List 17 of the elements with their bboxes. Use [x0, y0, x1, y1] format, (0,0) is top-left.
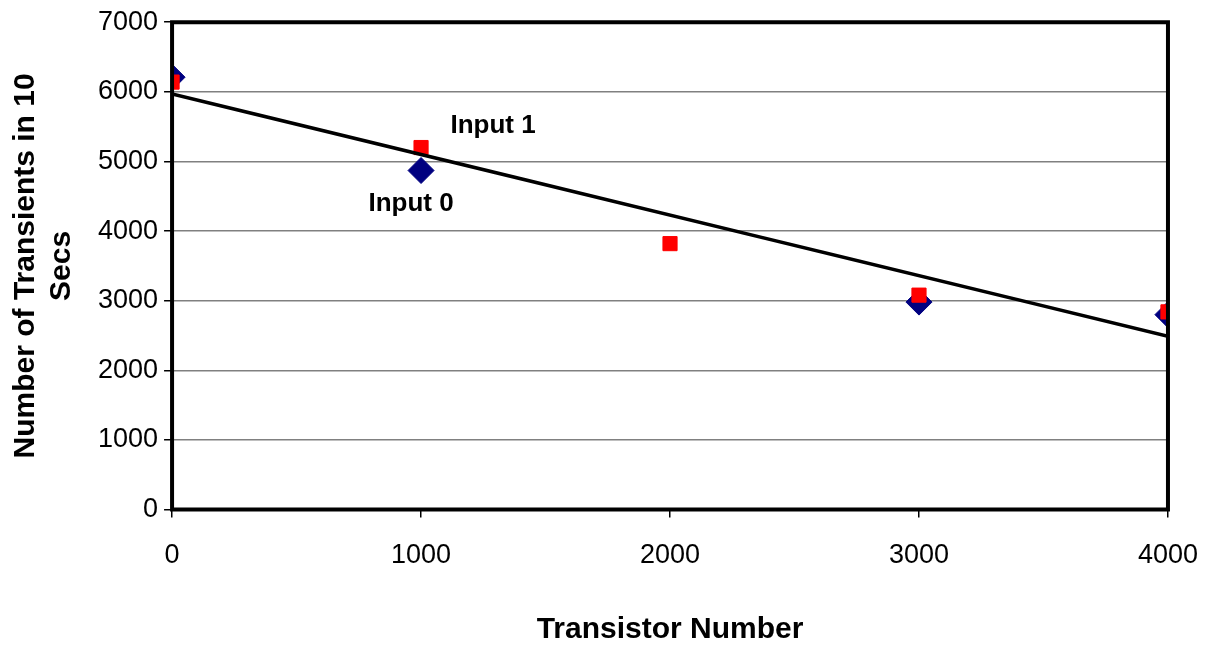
y-tick-label: 6000 [97, 75, 159, 106]
x-tick-label: 0 [164, 539, 180, 570]
x-axis-title: Transistor Number [536, 611, 804, 645]
y-tick-label: 3000 [97, 284, 159, 315]
y-tick-label: 7000 [97, 5, 159, 36]
y-tick-label: 4000 [97, 214, 159, 245]
y-tick-label: 5000 [97, 144, 159, 175]
y-tick-label: 1000 [97, 423, 159, 454]
x-tick-label: 3000 [888, 539, 950, 570]
x-tick-label: 2000 [639, 539, 701, 570]
x-tick-label: 4000 [1137, 539, 1199, 570]
series-label: Input 1 [450, 108, 536, 139]
series-label: Input 0 [368, 186, 454, 217]
x-tick-label: 1000 [391, 539, 452, 570]
y-axis-title: Number of Transients in 10 Secs [7, 73, 77, 459]
y-tick-label: 2000 [97, 353, 159, 384]
y-tick-label: 0 [143, 493, 159, 524]
